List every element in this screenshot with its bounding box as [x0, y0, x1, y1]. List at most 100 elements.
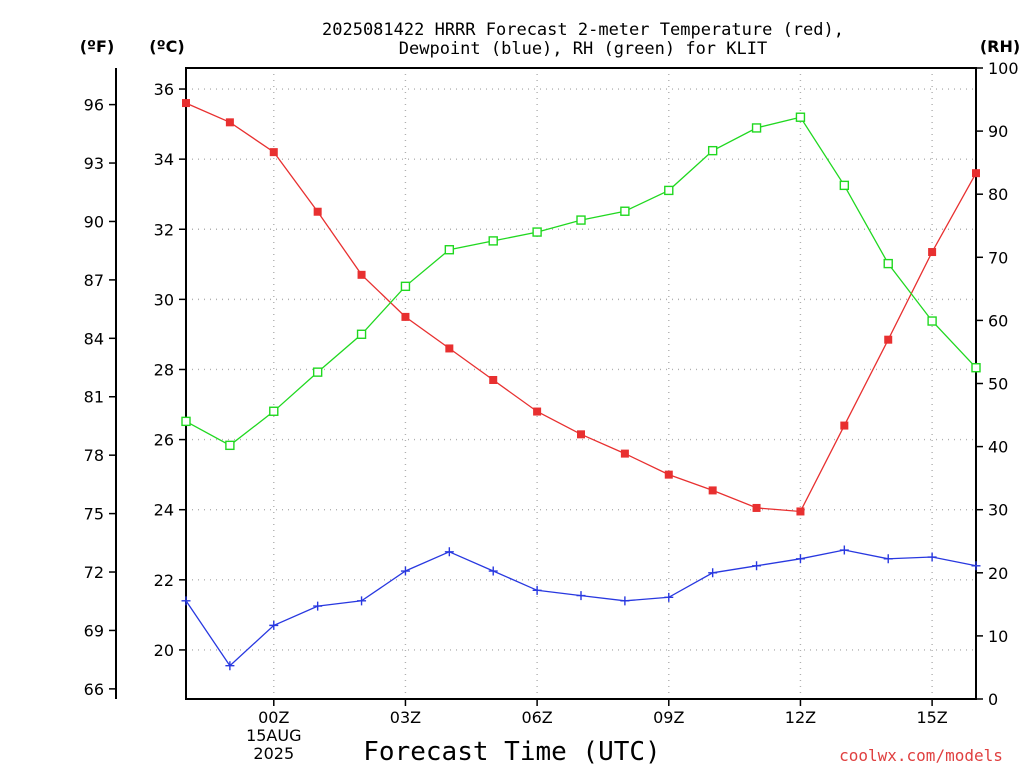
data-point — [356, 329, 367, 339]
data-point — [269, 406, 279, 416]
data-point — [620, 206, 630, 216]
data-point — [927, 316, 937, 326]
data-point — [620, 449, 629, 458]
rh-tick-label: 80 — [988, 185, 1008, 204]
series — [181, 99, 981, 671]
data-point — [796, 507, 805, 516]
x-tick-label: 03Z — [390, 708, 421, 727]
fahrenheit-tick-label: 81 — [84, 388, 104, 407]
fahrenheit-tick-label: 96 — [84, 96, 104, 115]
data-point — [312, 367, 323, 377]
data-point — [313, 601, 323, 611]
fahrenheit-tick-label: 78 — [84, 446, 104, 465]
celsius-unit-label: (ºC) — [149, 37, 184, 56]
series-line — [185, 102, 977, 513]
x-tick-year-label: 2025 — [253, 744, 294, 763]
celsius-tick-label: 22 — [154, 571, 174, 590]
celsius-tick-label: 20 — [154, 641, 174, 660]
celsius-tick-label: 26 — [154, 431, 174, 450]
series-group-2 — [181, 112, 981, 451]
data-point — [576, 591, 586, 601]
x-axis-title: Forecast Time (UTC) — [363, 737, 660, 767]
rh-tick-label: 100 — [988, 59, 1019, 78]
data-point — [883, 554, 893, 564]
fahrenheit-tick-label: 93 — [84, 154, 104, 173]
data-point — [489, 375, 498, 384]
data-point — [533, 407, 542, 416]
data-point — [181, 596, 191, 606]
data-point — [839, 545, 849, 555]
data-point — [708, 486, 717, 495]
data-point — [577, 430, 585, 439]
series-group-1 — [181, 545, 981, 671]
rh-tick-label: 30 — [988, 501, 1008, 520]
credit-link[interactable]: coolwx.com/models — [839, 746, 1003, 765]
data-point — [839, 180, 850, 191]
data-point — [488, 236, 498, 246]
data-point — [269, 620, 279, 630]
x-tick-label: 12Z — [785, 708, 816, 727]
x-tick-label: 09Z — [653, 708, 684, 727]
rh-tick-label: 90 — [988, 122, 1008, 141]
data-point — [707, 145, 718, 156]
data-point — [488, 566, 498, 576]
data-point — [884, 335, 893, 344]
rh-tick-label: 40 — [988, 438, 1008, 457]
data-point — [444, 547, 454, 557]
fahrenheit-tick-label: 72 — [84, 563, 104, 582]
data-point — [752, 561, 762, 571]
data-point — [269, 148, 278, 157]
rh-tick-label: 0 — [988, 690, 998, 709]
data-point — [182, 99, 190, 108]
x-tick-label: 15Z — [916, 708, 947, 727]
data-point — [664, 185, 674, 196]
x-tick-label: 06Z — [521, 708, 552, 727]
chart-title-line2: Dewpoint (blue), RH (green) for KLIT — [399, 39, 767, 59]
data-point — [664, 592, 674, 602]
data-point — [664, 470, 673, 479]
rh-tick-label: 10 — [988, 627, 1008, 646]
data-point — [751, 123, 762, 133]
fahrenheit-tick-label: 75 — [84, 505, 104, 524]
data-point — [971, 561, 981, 571]
celsius-tick-label: 32 — [154, 220, 174, 239]
fahrenheit-tick-label: 87 — [84, 271, 104, 290]
x-tick-date-label: 15AUG — [246, 726, 301, 745]
rh-tick-label: 70 — [988, 248, 1008, 267]
data-point — [400, 281, 411, 292]
fahrenheit-tick-label: 84 — [84, 329, 104, 348]
series-line — [185, 549, 977, 667]
data-point — [225, 118, 234, 127]
data-point — [927, 552, 937, 562]
data-point — [795, 554, 805, 564]
chart-title-line1: 2025081422 HRRR Forecast 2-meter Tempera… — [322, 20, 844, 40]
data-point — [444, 245, 455, 255]
data-point — [620, 596, 630, 606]
celsius-tick-label: 24 — [154, 501, 174, 520]
celsius-tick-label: 34 — [154, 150, 174, 169]
data-point — [181, 416, 191, 427]
data-point — [971, 363, 981, 373]
fahrenheit-tick-label: 69 — [84, 621, 104, 640]
rh-tick-label: 50 — [988, 375, 1008, 394]
celsius-tick-label: 30 — [154, 290, 174, 309]
x-tick-label: 00Z — [258, 708, 289, 727]
fahrenheit-unit-label: (ºF) — [80, 37, 115, 56]
rh-tick-label: 20 — [988, 564, 1008, 583]
data-point — [708, 568, 718, 578]
data-point — [795, 112, 806, 122]
series-group-0 — [182, 99, 980, 516]
rh-tick-label: 60 — [988, 311, 1008, 330]
rh-unit-label: (RH) — [980, 37, 1020, 56]
data-point — [225, 440, 235, 451]
data-point — [532, 227, 542, 237]
celsius-tick-label: 36 — [154, 80, 174, 99]
data-point — [357, 270, 366, 279]
fahrenheit-tick-label: 66 — [84, 680, 104, 699]
celsius-tick-label: 28 — [154, 360, 174, 379]
series-line — [185, 116, 977, 447]
data-point — [313, 207, 322, 216]
data-point — [532, 585, 542, 595]
data-point — [576, 215, 586, 225]
